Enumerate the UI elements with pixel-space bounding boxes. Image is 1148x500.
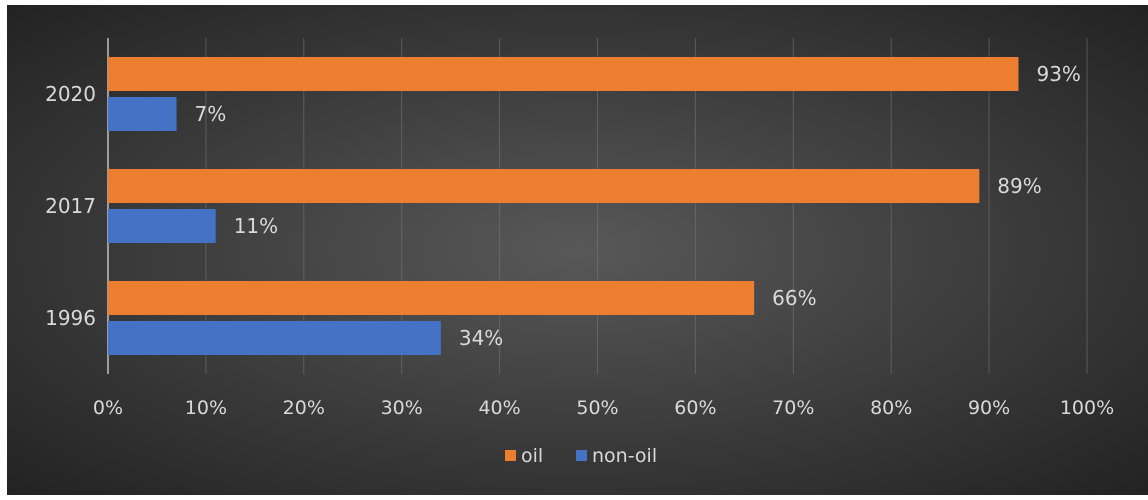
grid-lines	[107, 38, 1088, 374]
legend-swatch-oil	[505, 450, 516, 461]
x-tick-label-50: 50%	[576, 397, 618, 419]
data-label-non-oil-2020: 7%	[195, 102, 227, 126]
data-label-non-oil-1996: 34%	[459, 326, 503, 350]
x-tick-label-70: 70%	[772, 397, 814, 419]
x-tick-label-100: 100%	[1060, 397, 1114, 419]
x-tick-label-40: 40%	[478, 397, 520, 419]
x-tick-labels: 0% 10% 20% 30% 40% 50% 60% 70% 80% 90% 100%	[93, 397, 1114, 419]
data-label-non-oil-2017: 11%	[234, 214, 278, 238]
bar-oil-2020	[108, 57, 1019, 91]
category-label-2020: 2020	[45, 82, 96, 106]
x-tick-label-10: 10%	[185, 397, 227, 419]
bar-non-oil-2020	[108, 97, 177, 131]
x-tick-label-80: 80%	[870, 397, 912, 419]
legend-label-oil: oil	[521, 445, 543, 467]
bar-oil-2017	[108, 169, 980, 203]
x-tick-label-90: 90%	[968, 397, 1010, 419]
x-tick-label-0: 0%	[93, 397, 123, 419]
legend-swatch-non-oil	[576, 450, 587, 461]
bar-oil-1996	[108, 281, 755, 315]
legend-label-non-oil: non-oil	[592, 445, 657, 467]
bar-non-oil-1996	[108, 321, 441, 355]
data-label-oil-1996: 66%	[772, 286, 816, 310]
data-label-oil-2020: 93%	[1036, 62, 1080, 86]
category-label-2017: 2017	[45, 194, 96, 218]
x-tick-label-30: 30%	[381, 397, 423, 419]
legend: oil non-oil	[505, 445, 657, 467]
data-label-oil-2017: 89%	[997, 174, 1041, 198]
bar-non-oil-2017	[108, 209, 216, 243]
x-tick-label-60: 60%	[674, 397, 716, 419]
x-tick-label-20: 20%	[283, 397, 325, 419]
bars	[108, 57, 1019, 355]
category-label-1996: 1996	[45, 306, 96, 330]
data-labels: 93% 7% 89% 11% 66% 34%	[195, 62, 1081, 350]
category-labels: 2020 2017 1996	[45, 82, 96, 330]
